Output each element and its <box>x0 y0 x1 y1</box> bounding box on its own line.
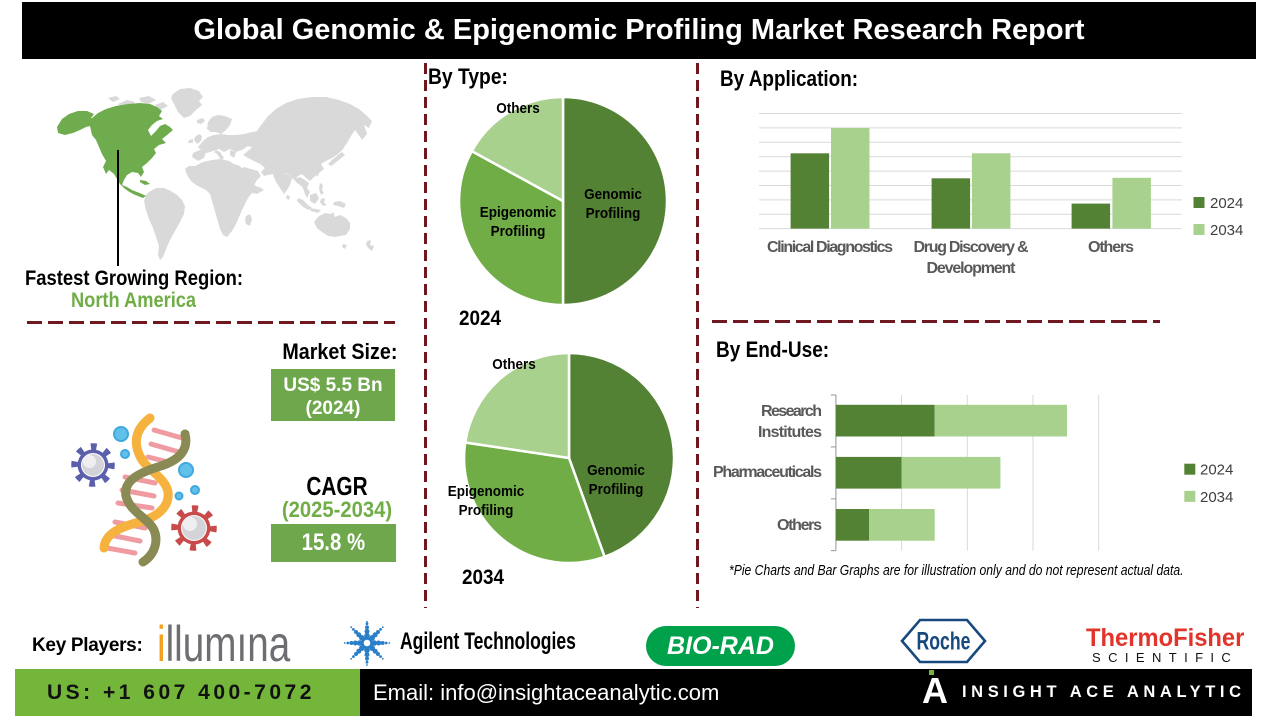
svg-text:2024: 2024 <box>1210 195 1243 212</box>
svg-text:Roche: Roche <box>917 628 971 656</box>
svg-text:2024: 2024 <box>1200 462 1233 479</box>
svg-text:Drug Discovery &: Drug Discovery & <box>914 239 1029 256</box>
svg-text:Clinical Diagnostics: Clinical Diagnostics <box>767 239 893 256</box>
svg-text:Others: Others <box>777 517 822 534</box>
svg-text:Institutes: Institutes <box>758 424 822 441</box>
svg-text:2034: 2034 <box>1200 489 1233 506</box>
svg-text:Development: Development <box>927 260 1017 277</box>
svg-text:Research: Research <box>761 403 822 420</box>
svg-text:2034: 2034 <box>1210 222 1243 239</box>
svg-text:Pharmaceuticals: Pharmaceuticals <box>713 464 822 481</box>
svg-text:Others: Others <box>1088 239 1134 256</box>
